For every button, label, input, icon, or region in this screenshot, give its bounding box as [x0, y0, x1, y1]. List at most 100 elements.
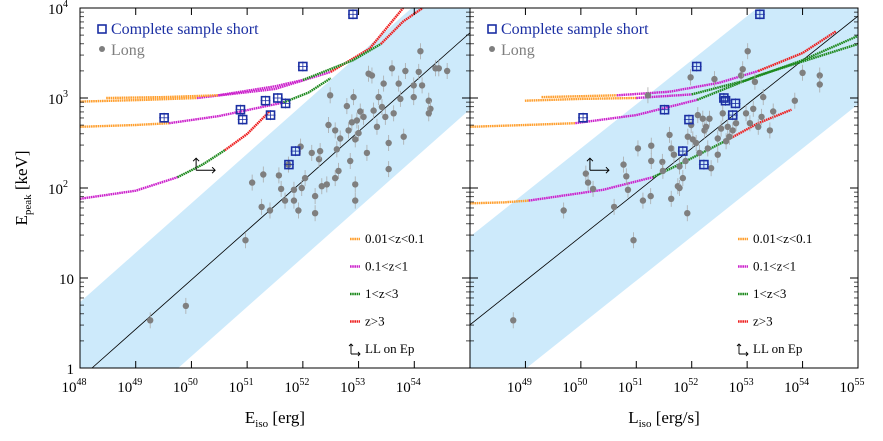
long-grb-point	[668, 145, 675, 152]
legend-short-label: Complete sample short	[111, 21, 259, 38]
right-panel-liso: 1049 1050 1051 1052 1053 1054 1055 Complete sam…	[469, 7, 865, 396]
long-grb-point	[724, 123, 731, 130]
limit-curve-segment	[168, 101, 284, 125]
limit-curve-segment	[80, 122, 170, 128]
long-grb-point	[266, 207, 274, 214]
long-grb-point	[410, 93, 417, 101]
legend-label: 1<z<3	[365, 286, 398, 301]
long-grb-point	[799, 69, 806, 77]
legend-short-label: Complete sample short	[501, 21, 649, 38]
long-grb-point	[584, 179, 592, 186]
short-grb-point	[691, 61, 702, 72]
x-tick-label: 1053	[340, 377, 365, 396]
long-grb-point	[647, 192, 654, 200]
long-grb-point	[326, 92, 334, 99]
limit-curve-segment	[524, 96, 637, 102]
short-grb-point	[578, 113, 588, 123]
short-grb-point	[298, 61, 308, 72]
long-grb-point	[648, 142, 655, 149]
long-grb-point	[816, 72, 823, 79]
limit-curve-segment	[106, 94, 219, 100]
long-grb-point	[370, 107, 377, 114]
legend-long-label: Long	[111, 42, 145, 59]
long-grb-point	[390, 110, 397, 117]
long-grb-point	[634, 145, 642, 152]
long-grb-point	[388, 65, 396, 72]
x-tick-label: 1051	[229, 377, 254, 396]
y-tick-label: 102	[48, 179, 68, 198]
long-grb-point	[290, 186, 298, 193]
long-grb-point	[360, 113, 367, 121]
limit-curve-segment	[696, 42, 858, 101]
long-grb-point	[714, 151, 721, 158]
legend-top: Complete sample short Long	[487, 21, 649, 59]
long-grb-point	[248, 179, 256, 186]
y-tick-label: 104	[48, 0, 68, 18]
legend-label: 0.1<z<1	[365, 259, 408, 274]
long-grb-point	[682, 157, 689, 165]
long-grb-point	[331, 127, 339, 134]
long-grb-point	[385, 139, 392, 147]
long-grb-point	[395, 80, 402, 87]
long-grb-point	[435, 65, 442, 72]
long-grb-point	[298, 184, 305, 192]
long-grb-point	[350, 93, 357, 101]
plot-area	[470, 8, 858, 368]
long-grb-point	[182, 302, 190, 310]
scatter-band	[80, 8, 470, 368]
limit-curve-segment	[380, 8, 424, 45]
long-grb-point	[277, 185, 285, 193]
short-grb-point	[720, 95, 731, 106]
long-grb-point	[353, 117, 361, 124]
long-grb-point	[425, 110, 432, 117]
long-grb-point	[729, 127, 736, 134]
short-grb-point	[272, 93, 283, 103]
long-grb-point	[699, 115, 706, 122]
long-grb-point	[417, 48, 424, 55]
long-grb-point	[347, 157, 354, 165]
limit-curve-segment	[757, 30, 837, 73]
long-grb-point	[766, 127, 774, 134]
long-grb-point	[318, 183, 325, 190]
long-grb-point	[258, 203, 265, 211]
limit-curve-segment	[691, 34, 858, 96]
long-grb-point	[510, 317, 517, 324]
long-grb-point	[668, 195, 675, 202]
long-grb-point	[380, 80, 387, 87]
x-tick-label: 1052	[673, 377, 698, 396]
long-grb-point	[363, 149, 371, 157]
legend-bottom: 0.01<z<0.1 0.1<z<1 1<z<3 z>3 LL on Ep	[736, 231, 812, 357]
long-grb-point	[373, 123, 381, 130]
long-grb-point	[670, 151, 678, 158]
short-grb-point	[678, 146, 688, 156]
long-grb-point	[610, 203, 618, 211]
short-grb-point	[284, 159, 294, 170]
long-grb-point	[676, 163, 683, 170]
legend-label: z>3	[753, 314, 773, 329]
legend-label: 1<z<3	[753, 286, 786, 301]
x-tick-label: 1055	[840, 377, 865, 396]
long-grb-point	[639, 197, 647, 204]
long-grb-point	[704, 145, 711, 152]
limit-curve-segment	[302, 42, 382, 82]
x-tick-label: 1052	[284, 377, 309, 396]
lower-limit-legend-icon	[736, 343, 749, 357]
y-tick-label: 103	[48, 89, 68, 108]
long-grb-point	[711, 75, 718, 83]
long-grb-point	[692, 139, 700, 147]
long-grb-point	[659, 167, 667, 175]
long-grb-point	[382, 113, 389, 121]
lower-limit-arrow-icon	[192, 157, 216, 174]
long-grb-point	[744, 48, 751, 55]
long-grb-point	[343, 102, 351, 110]
long-legend-marker	[99, 46, 105, 52]
long-grb-point	[714, 135, 721, 142]
long-grb-point	[402, 67, 409, 75]
long-grb-point	[335, 167, 342, 175]
long-grb-point	[750, 105, 757, 113]
short-grb-point	[280, 98, 291, 109]
long-grb-point	[415, 68, 422, 76]
long-grb-point	[582, 170, 590, 177]
long-grb-point	[791, 97, 799, 104]
